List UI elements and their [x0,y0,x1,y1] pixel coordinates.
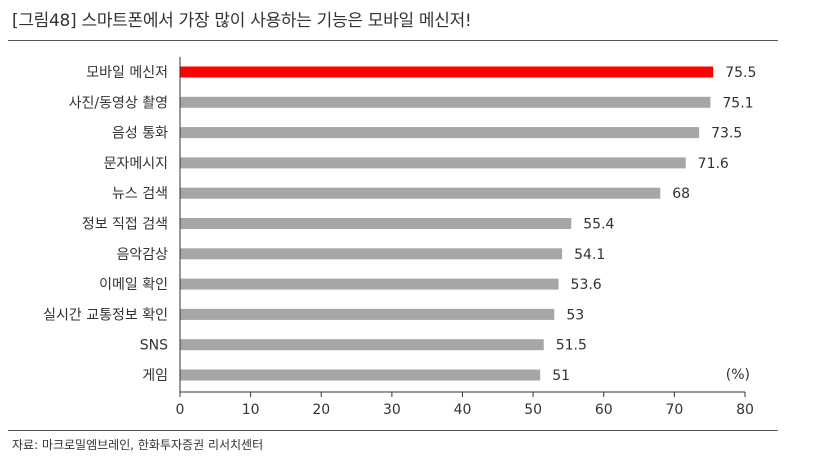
bar [180,278,559,290]
category-label: 문자메시지 [104,156,168,172]
bar [180,218,572,229]
bar [180,308,555,320]
bar [180,248,563,260]
x-tick-label: 60 [595,402,613,418]
x-tick-label: 20 [312,402,330,418]
category-label: 정보 직접 검색 [82,217,168,233]
bar [180,96,711,108]
category-label: 게임 [142,368,168,384]
category-label: 음악감상 [116,247,168,263]
bar [180,127,700,139]
value-label: 51.5 [556,338,587,354]
value-label: 54.1 [574,247,605,263]
x-tick-label: 10 [242,402,260,418]
category-label: 사진/동영상 촬영 [69,95,168,111]
value-label: 51 [552,368,570,384]
page-title: [그림48] 스마트폰에서 가장 많이 사용하는 기능은 모바일 메신저! [12,11,472,31]
category-label: 음성 통화 [112,126,168,142]
x-tick-label: 50 [524,402,542,418]
bars: 75.5 75.1 73.5 71.6 68 55.4 54.1 53.6 53 51.5 51 [180,65,756,384]
value-label: 75.1 [722,95,753,111]
category-label: SNS [140,338,168,354]
x-tick-label: 70 [665,402,683,418]
category-label: 실시간 교통정보 확인 [43,307,168,323]
category-label: 뉴스 검색 [112,186,168,202]
bar [180,157,686,169]
x-tick-label: 80 [736,402,754,418]
category-label: 모바일 메신저 [86,65,168,81]
category-label: 이메일 확인 [99,277,168,293]
source-rule [8,430,778,431]
value-label: 55.4 [583,217,614,233]
value-label: 53 [566,307,584,323]
x-axis: 0 10 20 30 40 50 60 70 80 [176,56,754,418]
bar [180,369,541,381]
value-label: 53.6 [571,277,602,293]
title-rule [8,40,778,41]
source-note: 자료: 마크로밀엠브레인, 한화투자증권 리서치센터 [12,438,264,452]
unit-label: (%) [726,367,750,383]
value-label: 71.6 [698,156,729,172]
value-label: 73.5 [711,126,742,142]
bar [180,339,544,351]
bar [180,187,661,199]
x-tick-label: 30 [383,402,401,418]
x-tick-label: 40 [454,402,472,418]
value-label: 68 [672,186,690,202]
value-label: 75.5 [725,65,756,81]
bar [180,66,714,78]
x-tick-label: 0 [176,402,185,418]
